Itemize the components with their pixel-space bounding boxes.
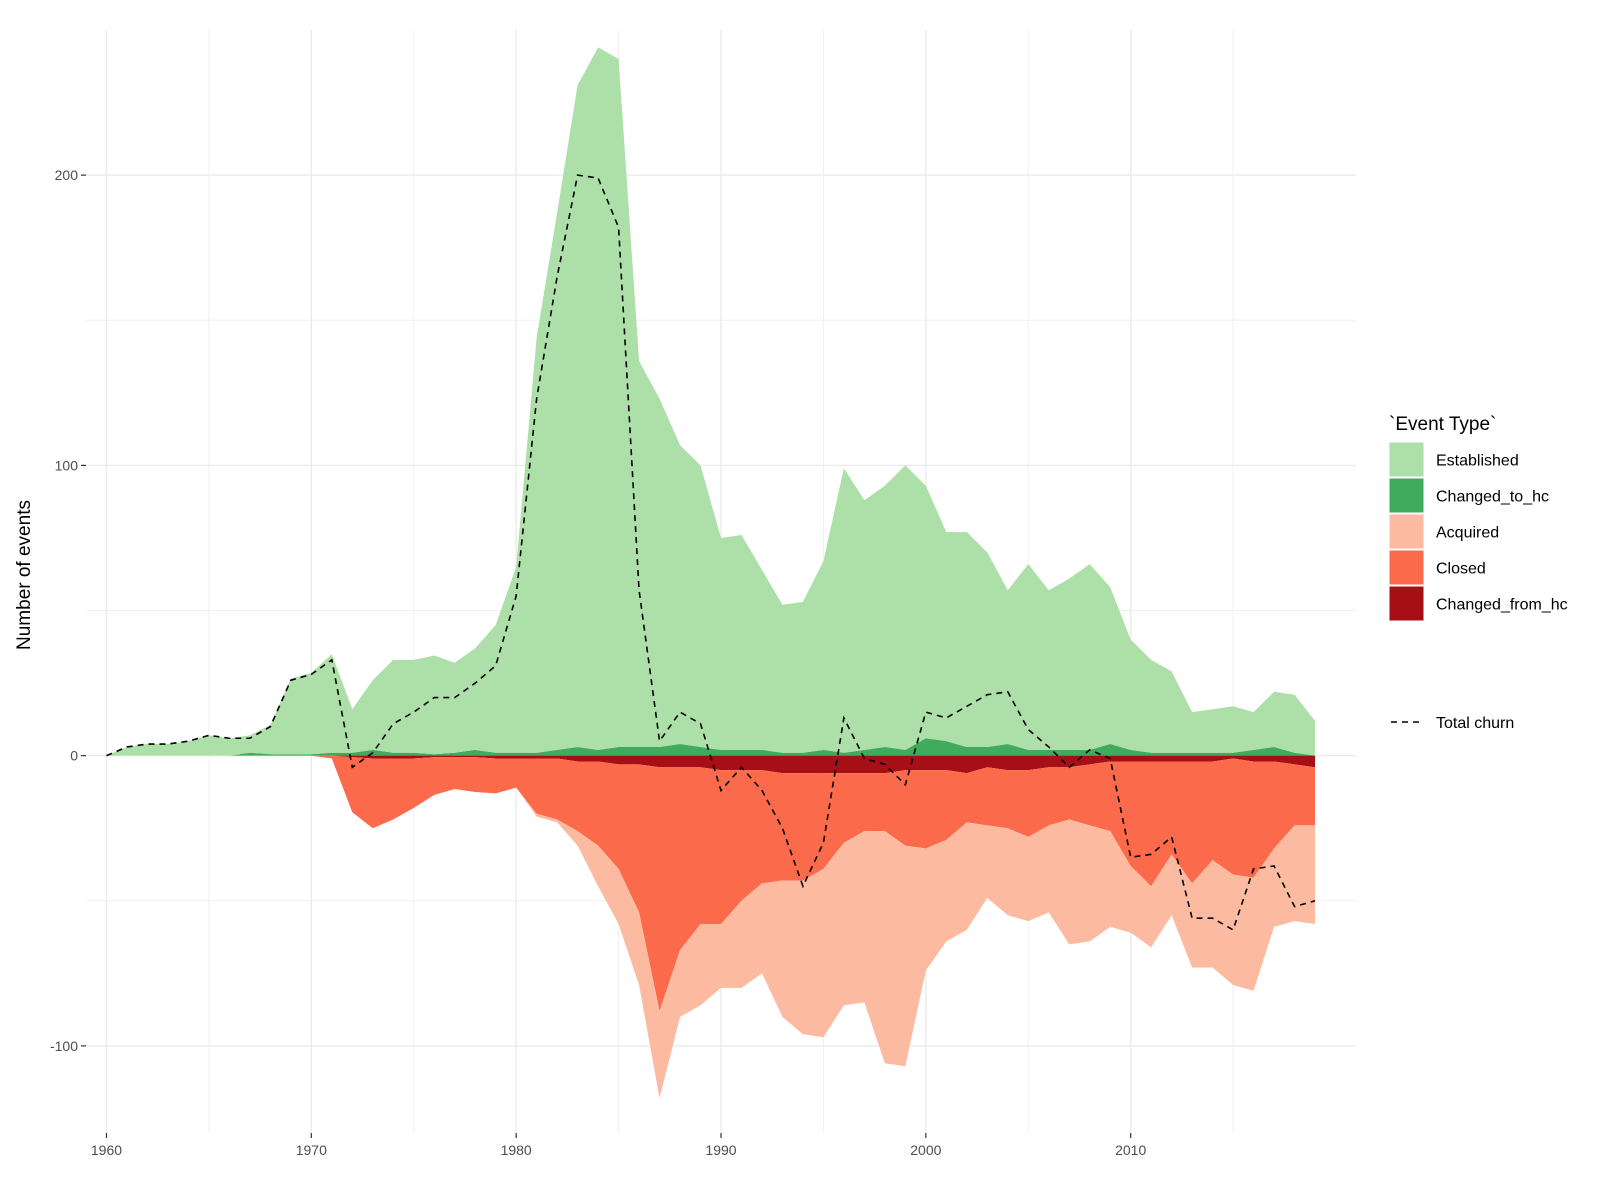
legend-key-changed-to-hc <box>1388 477 1425 514</box>
x-tick-label: 2010 <box>1115 1142 1146 1158</box>
legend-label-changed-to-hc: Changed_to_hc <box>1436 489 1549 506</box>
area-acquired <box>106 755 1316 1099</box>
area-changed-to-hc <box>106 738 1316 756</box>
legend-label-established: Established <box>1436 453 1519 470</box>
legend-key-established <box>1388 441 1425 478</box>
y-tick-label: 0 <box>70 748 78 764</box>
y-tick-label: 100 <box>55 457 79 473</box>
legend-label-closed: Closed <box>1436 561 1486 578</box>
area-series-layer <box>106 47 1316 1099</box>
y-axis-title: Number of events <box>14 500 35 650</box>
x-tick-label: 1990 <box>705 1142 736 1158</box>
x-tick-label: 1980 <box>501 1142 532 1158</box>
axes: -100 0 100 200 1960 1970 1980 1990 2000 2010 <box>50 167 1146 1158</box>
legend-key-closed <box>1388 549 1425 586</box>
legend-label-acquired: Acquired <box>1436 525 1499 542</box>
x-tick-label: 1960 <box>91 1142 122 1158</box>
area-closed <box>106 755 1316 1012</box>
legend-items: Established Changed_to_hc Acquired Closed Ch… <box>1388 441 1568 732</box>
area-established <box>106 47 1316 756</box>
legend-title: `Event Type` <box>1389 414 1496 435</box>
total-churn-line-layer <box>106 174 1316 931</box>
y-tick-label: -100 <box>50 1038 78 1054</box>
legend: `Event Type` Established Changed_to_hc Acq… <box>1388 414 1568 732</box>
legend-label-changed-from-hc: Changed_from_hc <box>1436 597 1568 614</box>
legend-label-total-churn: Total churn <box>1436 715 1514 732</box>
x-tick-label: 2000 <box>910 1142 941 1158</box>
y-tick-label: 200 <box>55 167 79 183</box>
total-churn-line <box>106 174 1316 931</box>
legend-key-acquired <box>1388 513 1425 550</box>
x-tick-label: 1970 <box>296 1142 327 1158</box>
area-changed-from-hc <box>106 755 1316 774</box>
legend-key-changed-from-hc <box>1388 585 1425 622</box>
